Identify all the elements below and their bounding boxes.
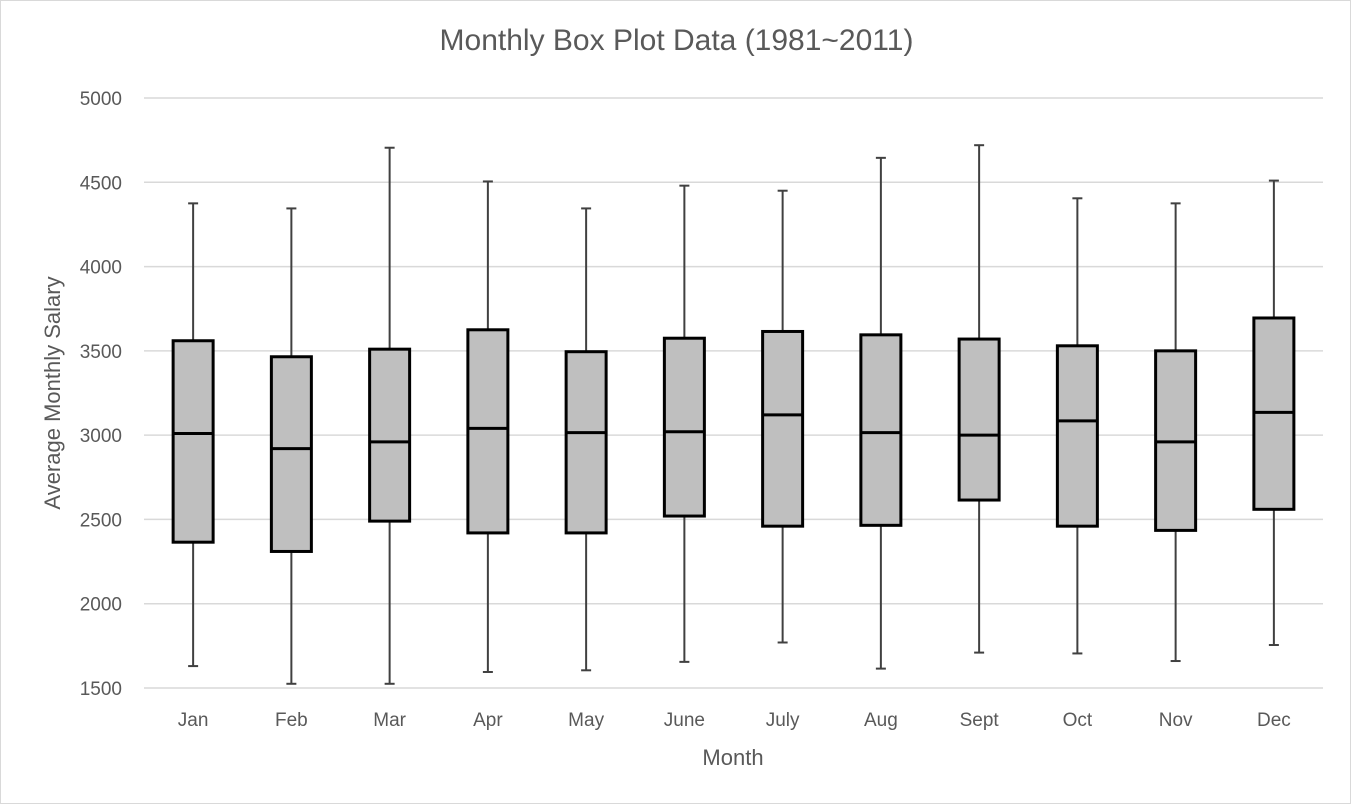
- y-axis-ticks: 1500 2000 2500 3000 3500 4000 4500 5000: [80, 89, 122, 700]
- box: [662, 336, 706, 518]
- x-tick-label: Feb: [275, 710, 308, 731]
- y-axis-title: Average Monthly Salary: [40, 276, 65, 509]
- whiskers: [188, 144, 1279, 685]
- x-axis-ticks: Jan Feb Mar Apr May June July Aug Sept Oct Nov Dec: [178, 710, 1291, 731]
- x-tick-label: Apr: [473, 710, 503, 731]
- x-tick-label: Mar: [373, 710, 406, 731]
- box: [859, 333, 903, 527]
- y-tick-label: 2000: [80, 595, 122, 616]
- x-tick-label: May: [568, 710, 604, 731]
- box: [269, 355, 313, 553]
- box: [1055, 344, 1099, 528]
- x-tick-label: Oct: [1063, 710, 1093, 731]
- y-tick-label: 4000: [80, 258, 122, 279]
- box: [761, 329, 805, 528]
- box: [564, 350, 608, 535]
- chart-title: Monthly Box Plot Data (1981~2011): [439, 24, 914, 57]
- boxes: [171, 316, 1296, 553]
- x-tick-label: June: [664, 710, 705, 731]
- x-tick-label: Aug: [864, 710, 898, 731]
- box: [171, 339, 215, 544]
- x-tick-label: Nov: [1159, 710, 1193, 731]
- x-tick-label: Dec: [1257, 710, 1291, 731]
- y-tick-label: 4500: [80, 173, 122, 194]
- x-tick-label: Sept: [960, 710, 1000, 731]
- y-tick-label: 1500: [80, 679, 122, 700]
- y-tick-label: 3500: [80, 342, 122, 363]
- box: [466, 328, 510, 535]
- y-tick-label: 2500: [80, 510, 122, 531]
- x-axis-title: Month: [702, 745, 763, 770]
- box: [957, 337, 1001, 502]
- y-tick-label: 5000: [80, 89, 122, 110]
- x-tick-label: Jan: [178, 710, 209, 731]
- x-tick-label: July: [766, 710, 800, 731]
- box: [368, 347, 412, 523]
- y-tick-label: 3000: [80, 426, 122, 447]
- gridlines: [144, 97, 1323, 689]
